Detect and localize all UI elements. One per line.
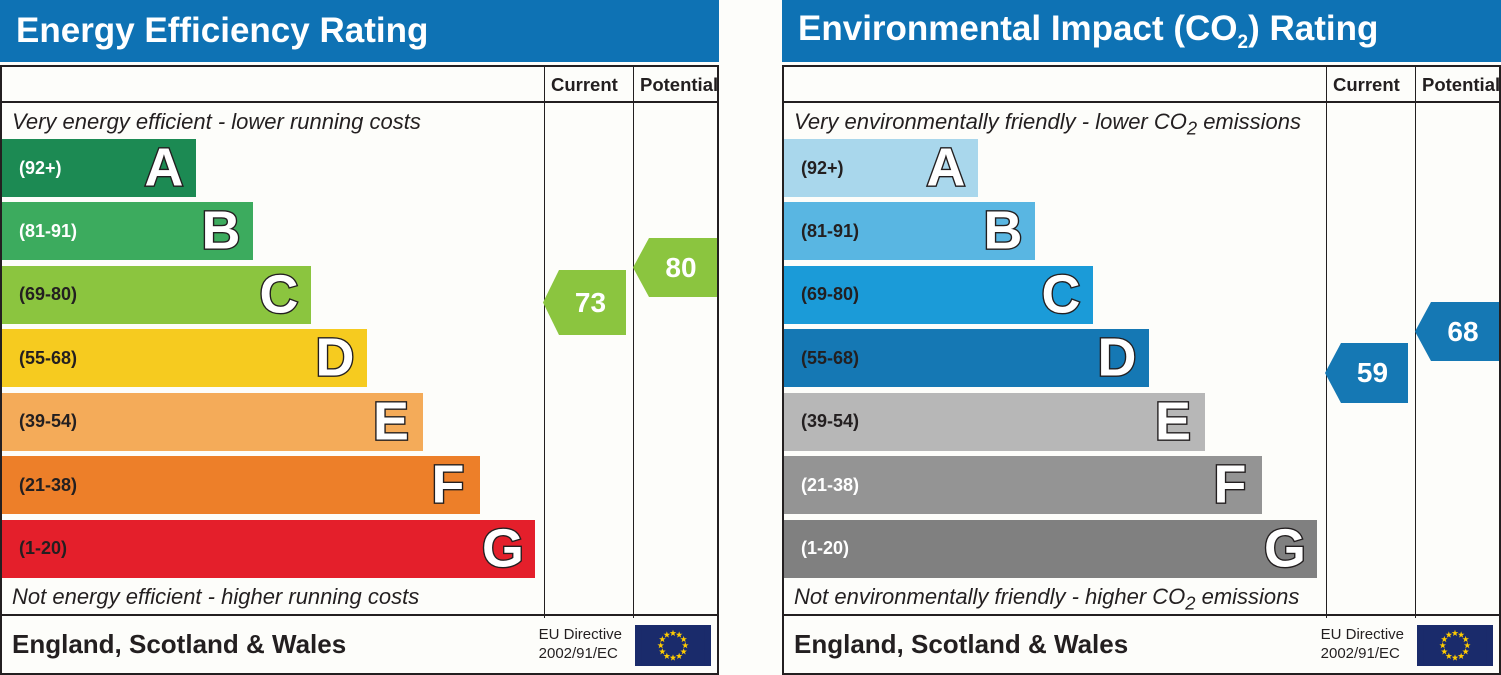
svg-text:G: G bbox=[482, 518, 524, 578]
svg-text:B: B bbox=[984, 201, 1023, 261]
svg-text:E: E bbox=[373, 391, 409, 451]
svg-text:D: D bbox=[1098, 328, 1137, 388]
svg-text:C: C bbox=[260, 265, 299, 325]
svg-text:A: A bbox=[145, 138, 184, 198]
svg-text:D: D bbox=[316, 328, 355, 388]
svg-text:C: C bbox=[1042, 265, 1081, 325]
svg-text:A: A bbox=[927, 138, 966, 198]
svg-text:F: F bbox=[432, 455, 465, 515]
svg-text:E: E bbox=[1155, 391, 1191, 451]
svg-text:F: F bbox=[1214, 455, 1247, 515]
svg-text:G: G bbox=[1264, 518, 1306, 578]
svg-text:B: B bbox=[202, 201, 241, 261]
